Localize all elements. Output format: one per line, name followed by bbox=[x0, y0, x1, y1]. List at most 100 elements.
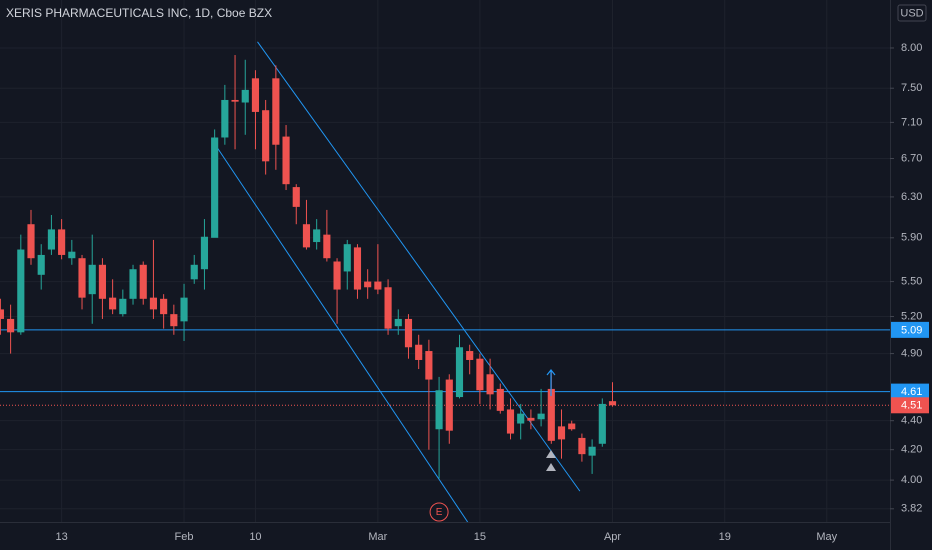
candle-body bbox=[98, 264, 106, 299]
candle-body bbox=[415, 344, 423, 360]
x-tick-label: 13 bbox=[55, 531, 67, 543]
candle-body bbox=[374, 281, 382, 290]
y-tick-label: 8.00 bbox=[901, 42, 922, 54]
candle-body bbox=[200, 236, 209, 270]
candle-body bbox=[568, 423, 576, 430]
candle-body bbox=[282, 136, 290, 185]
candle-body bbox=[27, 224, 35, 259]
plot-area bbox=[0, 0, 890, 523]
candle-body bbox=[0, 309, 4, 319]
candle-body bbox=[384, 287, 392, 329]
x-tick-label: May bbox=[816, 531, 837, 543]
candle-body bbox=[129, 269, 137, 299]
candle-body bbox=[466, 351, 474, 360]
candle-body bbox=[170, 314, 178, 327]
x-tick-label: 10 bbox=[249, 531, 261, 543]
candle-body bbox=[58, 229, 66, 255]
x-tick-label: Feb bbox=[175, 531, 194, 543]
signal-triangle bbox=[546, 463, 556, 471]
y-tick-label: 4.90 bbox=[901, 347, 922, 359]
x-tick-label: Mar bbox=[368, 531, 387, 543]
candle-body bbox=[608, 401, 617, 406]
signal-triangle bbox=[546, 450, 556, 458]
candle-body bbox=[302, 224, 311, 248]
candle-body bbox=[578, 437, 586, 455]
candle-body bbox=[272, 78, 280, 145]
y-tick-label: 5.20 bbox=[901, 310, 922, 322]
x-tick-label: 19 bbox=[719, 531, 731, 543]
candle-body bbox=[353, 247, 362, 290]
last-price-label-box bbox=[891, 397, 929, 414]
hline-label: 4.61 bbox=[901, 386, 922, 398]
signal-arrow bbox=[546, 369, 556, 396]
hline-label-box bbox=[891, 321, 929, 338]
y-tick-label: 7.10 bbox=[901, 116, 922, 128]
candle-body bbox=[435, 390, 443, 430]
candle-body bbox=[292, 187, 300, 207]
candle-body bbox=[139, 264, 147, 299]
candle-body bbox=[364, 281, 372, 288]
candle-body bbox=[486, 374, 494, 395]
y-tick-label: 7.50 bbox=[901, 82, 922, 94]
candle-body bbox=[180, 297, 188, 322]
candle-body bbox=[221, 99, 229, 138]
y-tick-label: 6.30 bbox=[901, 191, 922, 203]
candle-body bbox=[149, 297, 158, 310]
candle-body bbox=[109, 297, 117, 310]
candle-body bbox=[119, 298, 127, 315]
y-tick-label: 6.70 bbox=[901, 152, 922, 164]
currency-label[interactable]: USD bbox=[900, 7, 923, 19]
candle-body bbox=[88, 264, 96, 295]
candle-body bbox=[160, 298, 168, 315]
candle-body bbox=[547, 388, 555, 441]
y-tick-label: 4.40 bbox=[901, 415, 922, 427]
candle-body bbox=[496, 388, 504, 411]
candle-body bbox=[17, 249, 25, 333]
candle-body bbox=[394, 318, 402, 327]
event-label: E bbox=[436, 507, 443, 518]
trend-line bbox=[217, 148, 469, 523]
candle-body bbox=[37, 254, 45, 275]
candle-body bbox=[78, 258, 86, 298]
candle-body bbox=[190, 264, 198, 280]
candle-body bbox=[445, 379, 453, 431]
candle-body bbox=[313, 229, 321, 243]
candle-body bbox=[262, 110, 270, 162]
candle-body bbox=[241, 89, 249, 103]
candle-body bbox=[598, 403, 606, 444]
hline-label-box bbox=[891, 383, 929, 400]
y-tick-label: 3.82 bbox=[901, 503, 922, 515]
candle-body bbox=[455, 347, 464, 398]
y-tick-label: 4.20 bbox=[901, 444, 922, 456]
candle-body bbox=[68, 251, 76, 259]
candle-body bbox=[211, 137, 219, 238]
candle-body bbox=[404, 318, 413, 348]
x-tick-label: Apr bbox=[604, 531, 621, 543]
candle-body bbox=[557, 426, 566, 440]
event-marker bbox=[429, 502, 449, 522]
candle-body bbox=[333, 261, 341, 290]
x-tick-label: 15 bbox=[474, 531, 486, 543]
candle-body bbox=[425, 351, 433, 380]
candle-body bbox=[517, 413, 525, 424]
candle-body bbox=[506, 409, 515, 434]
candle-body bbox=[323, 234, 331, 259]
candle-body bbox=[251, 78, 260, 112]
candle-body bbox=[343, 244, 351, 272]
candle-body bbox=[527, 417, 535, 421]
y-tick-label: 5.90 bbox=[901, 232, 922, 244]
candle-body bbox=[476, 358, 484, 391]
y-tick-label: 5.50 bbox=[901, 275, 922, 287]
last-price-label: 4.51 bbox=[901, 400, 922, 412]
candle-body bbox=[7, 318, 15, 333]
currency-box[interactable] bbox=[897, 4, 927, 22]
hline-label: 5.09 bbox=[901, 324, 922, 336]
candle-body bbox=[588, 446, 596, 456]
candle-body bbox=[47, 229, 55, 250]
y-tick-label: 4.00 bbox=[901, 474, 922, 486]
candle-body bbox=[231, 99, 239, 102]
trend-line bbox=[257, 41, 581, 492]
candle-body bbox=[537, 413, 545, 420]
